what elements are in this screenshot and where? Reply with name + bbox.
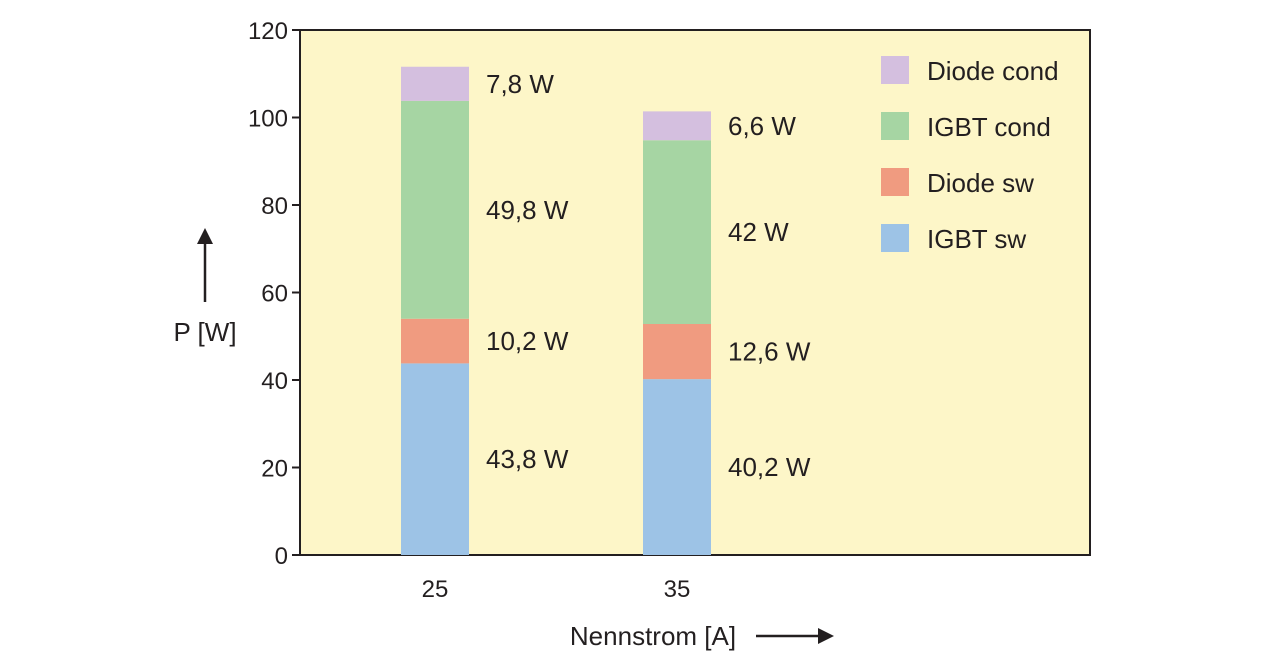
x-axis-title-group: Nennstrom [A] bbox=[570, 621, 834, 651]
y-axis-title-group: P [W] bbox=[173, 228, 237, 347]
legend-swatch-igbt-sw bbox=[881, 224, 909, 252]
x-tick-label: 25 bbox=[422, 576, 449, 603]
x-axis-arrowhead-icon bbox=[818, 628, 834, 644]
legend-swatch-diode-sw bbox=[881, 168, 909, 196]
bar-segment-diode-sw-35 bbox=[643, 324, 711, 380]
y-axis-arrowhead-icon bbox=[197, 228, 213, 244]
y-tick-label: 40 bbox=[261, 368, 288, 395]
legend-swatch-igbt-cond bbox=[881, 112, 909, 140]
y-tick-label: 120 bbox=[248, 18, 288, 45]
y-tick-label: 60 bbox=[261, 281, 288, 308]
data-label-diode-sw-35: 12,6 W bbox=[728, 337, 811, 367]
legend-label-igbt-cond: IGBT cond bbox=[927, 112, 1051, 142]
x-tick-label: 35 bbox=[664, 576, 691, 603]
bar-segment-igbt-sw-35 bbox=[643, 379, 711, 555]
data-label-igbt-sw-35: 40,2 W bbox=[728, 452, 811, 482]
y-tick-label: 100 bbox=[248, 106, 288, 133]
data-label-igbt-sw-25: 43,8 W bbox=[486, 444, 569, 474]
y-tick-label: 20 bbox=[261, 456, 288, 483]
bar-segment-igbt-cond-35 bbox=[643, 140, 711, 324]
x-axis-title: Nennstrom [A] bbox=[570, 621, 736, 651]
legend-label-igbt-sw: IGBT sw bbox=[927, 224, 1026, 254]
legend-label-diode-sw: Diode sw bbox=[927, 168, 1034, 198]
bar-segment-diode-sw-25 bbox=[401, 318, 469, 364]
data-label-igbt-cond-25: 49,8 W bbox=[486, 195, 569, 225]
data-label-diode-cond-25: 7,8 W bbox=[486, 69, 554, 99]
bar-segment-diode-cond-25 bbox=[401, 66, 469, 101]
data-label-diode-cond-35: 6,6 W bbox=[728, 111, 796, 141]
y-tick-label: 0 bbox=[275, 543, 288, 570]
data-label-igbt-cond-35: 42 W bbox=[728, 217, 789, 247]
legend-swatch-diode-cond bbox=[881, 56, 909, 84]
y-tick-label: 80 bbox=[261, 193, 288, 220]
legend-label-diode-cond: Diode cond bbox=[927, 56, 1059, 86]
data-label-diode-sw-25: 10,2 W bbox=[486, 326, 569, 356]
bar-segment-igbt-sw-25 bbox=[401, 363, 469, 555]
bar-segment-diode-cond-35 bbox=[643, 111, 711, 141]
bar-segment-igbt-cond-25 bbox=[401, 100, 469, 319]
y-axis-title: P [W] bbox=[173, 317, 236, 347]
